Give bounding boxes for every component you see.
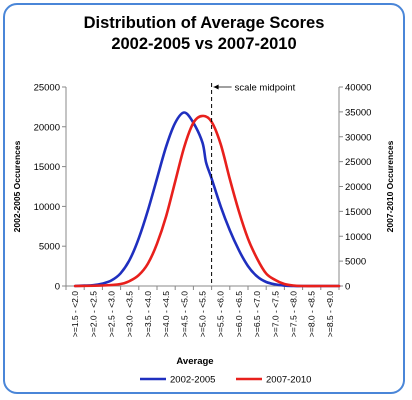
- x-axis-title: Average: [176, 356, 213, 367]
- right-axis-tick-label: 0: [345, 282, 350, 293]
- right-axis-tick-label: 25000: [345, 157, 371, 168]
- x-axis-category-label: >=2.0 - <2.5: [88, 291, 98, 337]
- x-axis-category-label: >=8.5 - <9.0: [325, 291, 335, 337]
- right-axis-title: 2007-2010 Occurences: [385, 140, 395, 232]
- right-axis-tick-label: 40000: [345, 83, 371, 94]
- chart-title: Distribution of Average Scores 2002-2005…: [5, 13, 403, 55]
- chart-title-line-1: Distribution of Average Scores: [83, 14, 325, 32]
- x-axis-category-label: >=5.0 - <5.5: [198, 291, 208, 337]
- x-axis-category-label: >=6.0 - <6.5: [234, 291, 244, 337]
- x-axis-category-label: >=4.0 - <4.5: [161, 291, 171, 337]
- left-axis-tick-label: 10000: [34, 202, 60, 213]
- midpoint-annotation-label: scale midpoint: [235, 83, 296, 94]
- right-axis-tick-label: 10000: [345, 232, 371, 243]
- right-axis-tick-label: 15000: [345, 207, 371, 218]
- legend-label-2007-2010: 2007-2010: [266, 375, 311, 386]
- x-axis-category-label: >=2.5 - <3.0: [107, 291, 117, 337]
- x-axis-category-label: >=4.5 - <5.0: [179, 291, 189, 337]
- legend-label-2002-2005: 2002-2005: [170, 375, 215, 386]
- series-line-2002-2005: [73, 111, 341, 288]
- left-axis-tick-label: 5000: [39, 242, 60, 253]
- right-axis-tick-label: 20000: [345, 182, 371, 193]
- midpoint-arrow-head: [213, 84, 219, 90]
- right-axis-tick-label: 35000: [345, 107, 371, 118]
- x-axis-category-label: >=6.5 - <7.0: [252, 291, 262, 337]
- x-axis-category-label: >=3.5 - <4.0: [143, 291, 153, 337]
- left-axis-tick-label: 25000: [34, 83, 60, 94]
- left-axis-tick-label: 0: [55, 282, 60, 293]
- x-axis-category-label: >=7.0 - <7.5: [270, 291, 280, 337]
- x-axis-category-label: >=7.5 - <8.0: [289, 291, 299, 337]
- series-line-2007-2010: [73, 114, 341, 288]
- x-axis-category-label: >=5.5 - <6.0: [216, 291, 226, 337]
- right-axis-tick-label: 30000: [345, 132, 371, 143]
- left-axis-tick-label: 20000: [34, 122, 60, 133]
- x-axis-category-label: >=8.0 - <8.5: [307, 291, 317, 337]
- left-axis-title: 2002-2005 Occurences: [12, 140, 22, 232]
- left-axis-tick-label: 15000: [34, 162, 60, 173]
- chart-plot: 0 5000 10000 15000 20000 25000 0 5000 10000 15000…: [12, 83, 395, 386]
- chart-title-line-2: 2002-2005 vs 2007-2010: [111, 35, 297, 53]
- x-axis-category-label: >=1.5 - <2.0: [70, 291, 80, 337]
- chart-frame: Distribution of Average Scores 2002-2005…: [3, 3, 405, 394]
- right-axis-tick-label: 5000: [345, 257, 366, 268]
- x-axis-category-label: >=3.0 - <3.5: [125, 291, 135, 337]
